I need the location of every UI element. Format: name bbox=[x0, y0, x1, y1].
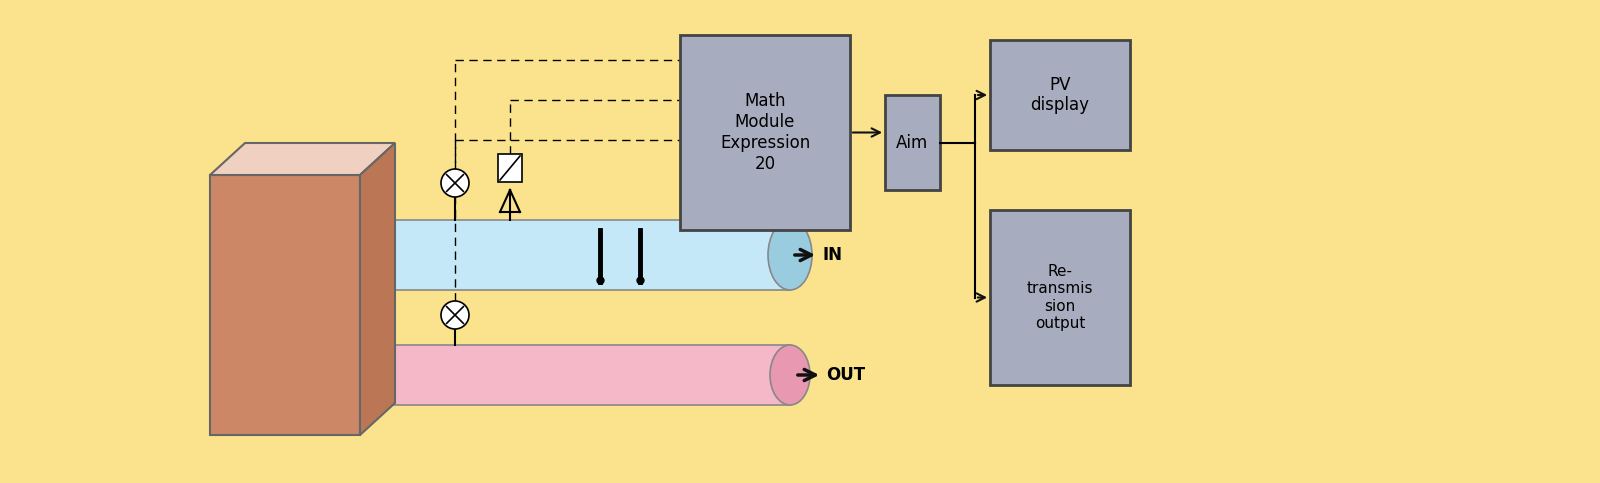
Bar bbox=[680, 35, 850, 230]
Ellipse shape bbox=[768, 220, 813, 290]
Ellipse shape bbox=[288, 220, 333, 290]
Text: PV
display: PV display bbox=[1030, 76, 1090, 114]
Bar bbox=[210, 175, 360, 435]
Bar bbox=[498, 154, 522, 182]
Bar bbox=[885, 95, 941, 190]
Text: IN: IN bbox=[822, 246, 842, 264]
Polygon shape bbox=[360, 143, 395, 435]
Bar bbox=[990, 40, 1130, 150]
Text: Math
Module
Expression
20: Math Module Expression 20 bbox=[720, 92, 810, 173]
Ellipse shape bbox=[442, 169, 469, 197]
Ellipse shape bbox=[770, 345, 810, 405]
Bar bbox=[990, 210, 1130, 385]
Text: Aim: Aim bbox=[896, 133, 928, 152]
Bar bbox=[310, 220, 790, 290]
Bar bbox=[310, 345, 790, 405]
Text: Re-
transmis
sion
output: Re- transmis sion output bbox=[1027, 264, 1093, 331]
Ellipse shape bbox=[290, 345, 330, 405]
Polygon shape bbox=[210, 143, 395, 175]
Text: OUT: OUT bbox=[826, 366, 866, 384]
Ellipse shape bbox=[442, 301, 469, 329]
